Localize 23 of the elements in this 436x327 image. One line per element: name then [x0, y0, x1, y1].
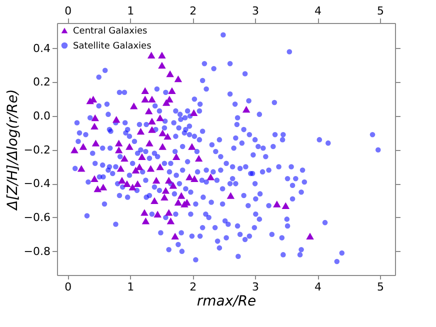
x-tick-label: 2 — [190, 280, 197, 294]
legend-label: Satellite Galaxies — [73, 42, 152, 52]
x-tick-label: 5 — [377, 280, 384, 294]
x2-tick-label: 4 — [314, 4, 322, 18]
y-tick-label: 0.4 — [33, 42, 50, 55]
x-tick-label: 0 — [64, 280, 72, 294]
y-tick-label: −0.4 — [24, 177, 50, 190]
y-tick-label: −0.6 — [24, 210, 50, 224]
y-tick-label: −0.2 — [24, 143, 50, 156]
y-tick-label: 0.0 — [33, 110, 50, 123]
x2-tick-label: 1 — [127, 4, 134, 18]
x2-tick-label: 0 — [64, 4, 72, 18]
x2-tick-label: 5 — [377, 4, 384, 18]
x-tick-label: 4 — [314, 280, 322, 294]
x-axis-title: rmax/Re — [196, 294, 256, 310]
x-tick-label: 1 — [127, 280, 134, 294]
y-tick-label: −0.8 — [24, 244, 50, 258]
y-axis-title: Δ[Z/H]/Δlog(r/Re) — [4, 89, 21, 211]
legend-label: Central Galaxies — [73, 26, 148, 36]
y-tick-label: 0.2 — [33, 76, 50, 89]
x-tick-label: 3 — [252, 280, 260, 294]
x2-tick-label: 3 — [252, 4, 260, 18]
x2-tick-label: 2 — [190, 4, 197, 18]
